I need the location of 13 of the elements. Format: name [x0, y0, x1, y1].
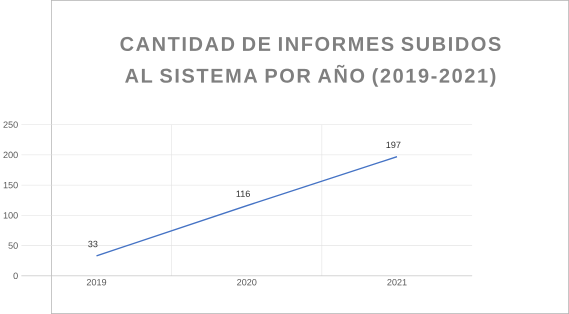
y-tick-label: 50: [8, 242, 18, 249]
y-tick-label: 100: [4, 212, 18, 219]
data-label: 116: [236, 190, 250, 198]
data-label: 33: [88, 240, 98, 248]
y-tick-label: 200: [3, 152, 18, 158]
y-tick-label: 250: [3, 121, 18, 128]
x-tick-label: 2020: [237, 279, 256, 286]
x-tick-label: 2021: [387, 279, 407, 286]
y-tick-label: 150: [4, 182, 18, 188]
y-tick-label: 0: [13, 272, 18, 280]
data-label: 197: [386, 142, 400, 148]
x-tick-label: 2019: [86, 279, 106, 286]
chart-title: CANTIDAD DE INFORMES SUBIDOS AL SISTEMA POR AÑO (2019-2021): [120, 36, 501, 87]
